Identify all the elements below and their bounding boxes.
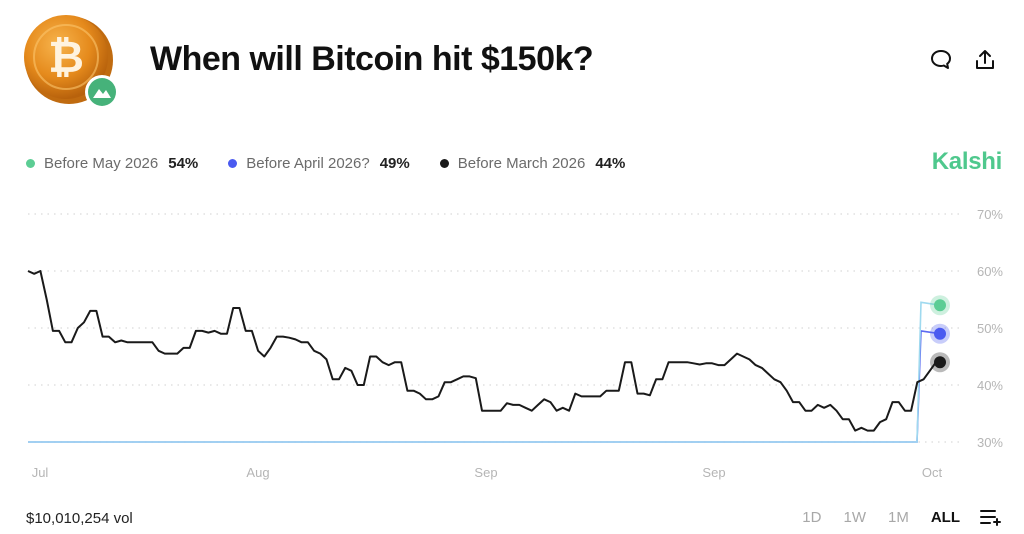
comment-icon[interactable] xyxy=(928,47,954,73)
mountain-badge-icon xyxy=(85,75,119,109)
legend-item[interactable]: Before May 2026 54% xyxy=(26,155,198,172)
line-chart: 30% 40% 50% 60% 70% Jul Aug Sep Sep Oct xyxy=(27,207,1003,480)
chart-legend: Before May 2026 54% Before April 2026? 4… xyxy=(26,152,655,174)
y-tick-label: 30% xyxy=(977,435,1003,450)
series-line xyxy=(27,270,937,432)
range-1m-button[interactable]: 1M xyxy=(887,508,909,526)
y-tick-label: 70% xyxy=(977,207,1003,222)
legend-dot xyxy=(439,158,449,168)
legend-item[interactable]: Before April 2026? 49% xyxy=(228,154,410,172)
volume-label: $10,010,254 vol xyxy=(26,510,133,527)
legend-label: Before March 2026 xyxy=(457,154,586,172)
y-tick-label: 60% xyxy=(977,264,1003,279)
x-tick-label: Sep xyxy=(474,465,497,480)
x-tick-label: Sep xyxy=(702,465,725,480)
endpoint-dot xyxy=(934,299,946,312)
legend-label: Before April 2026? xyxy=(246,154,370,172)
header: ₿ When will Bitcoin hit $150k? xyxy=(0,0,1024,120)
range-1w-button[interactable]: 1W xyxy=(843,508,866,526)
series-line xyxy=(28,301,941,443)
legend-value: 49% xyxy=(379,154,410,172)
range-1d-button[interactable]: 1D xyxy=(802,508,822,526)
y-tick-label: 40% xyxy=(977,378,1003,393)
bitcoin-coin-icon: ₿ xyxy=(24,15,119,109)
svg-text:₿: ₿ xyxy=(48,33,84,82)
legend-dot xyxy=(228,158,238,168)
legend-item[interactable]: Before March 2026 44% xyxy=(439,154,626,172)
footer: $10,010,254 vol 1D 1W 1M ALL xyxy=(0,500,1024,534)
y-tick-label: 50% xyxy=(977,321,1003,336)
endpoint-dot xyxy=(934,356,946,369)
legend-value: 44% xyxy=(595,154,626,172)
legend-value: 54% xyxy=(168,154,199,172)
x-tick-label: Aug xyxy=(246,465,269,480)
endpoint-dot xyxy=(934,327,946,340)
time-range-selector: 1D 1W 1M ALL xyxy=(780,508,1002,526)
x-tick-label: Oct xyxy=(922,465,943,480)
list-add-icon[interactable] xyxy=(980,508,1002,526)
brand-logo[interactable]: Kalshi xyxy=(931,148,1003,175)
legend-label: Before May 2026 xyxy=(44,154,159,172)
page-title: When will Bitcoin hit $150k? xyxy=(150,40,594,78)
series-line xyxy=(28,329,941,443)
x-tick-label: Jul xyxy=(32,465,49,480)
legend-dot xyxy=(26,158,35,168)
share-icon[interactable] xyxy=(972,47,998,73)
range-all-button[interactable]: ALL xyxy=(930,508,960,526)
